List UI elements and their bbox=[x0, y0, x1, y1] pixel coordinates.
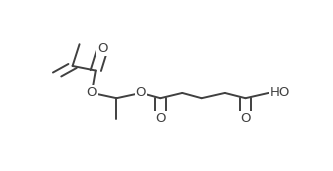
Text: O: O bbox=[136, 86, 146, 100]
Text: O: O bbox=[98, 42, 108, 55]
Text: HO: HO bbox=[270, 86, 290, 100]
Text: O: O bbox=[155, 112, 166, 125]
Text: O: O bbox=[87, 86, 97, 100]
Text: O: O bbox=[240, 112, 251, 125]
